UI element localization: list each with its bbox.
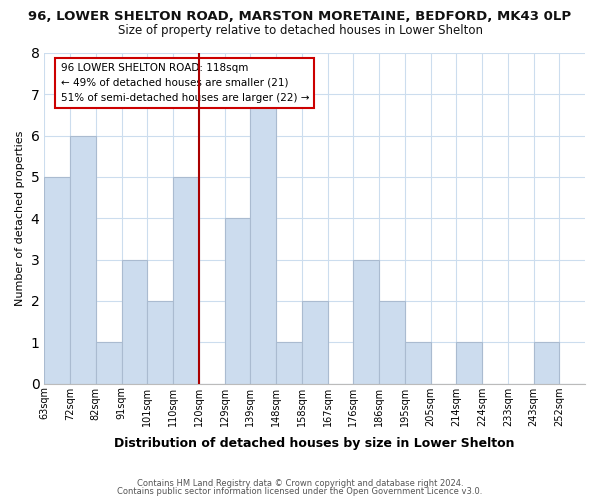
- Text: 96 LOWER SHELTON ROAD: 118sqm
← 49% of detached houses are smaller (21)
51% of s: 96 LOWER SHELTON ROAD: 118sqm ← 49% of d…: [61, 63, 309, 102]
- Bar: [250, 94, 276, 384]
- Bar: [533, 342, 559, 384]
- Bar: [122, 260, 147, 384]
- Bar: [96, 342, 122, 384]
- Bar: [405, 342, 431, 384]
- Bar: [302, 301, 328, 384]
- Bar: [456, 342, 482, 384]
- Bar: [44, 177, 70, 384]
- Bar: [276, 342, 302, 384]
- Bar: [224, 218, 250, 384]
- Bar: [70, 136, 96, 384]
- Text: Contains public sector information licensed under the Open Government Licence v3: Contains public sector information licen…: [118, 487, 482, 496]
- Bar: [379, 301, 405, 384]
- Text: 96, LOWER SHELTON ROAD, MARSTON MORETAINE, BEDFORD, MK43 0LP: 96, LOWER SHELTON ROAD, MARSTON MORETAIN…: [28, 10, 572, 23]
- Text: Size of property relative to detached houses in Lower Shelton: Size of property relative to detached ho…: [118, 24, 482, 37]
- Bar: [147, 301, 173, 384]
- Bar: [353, 260, 379, 384]
- Text: Contains HM Land Registry data © Crown copyright and database right 2024.: Contains HM Land Registry data © Crown c…: [137, 478, 463, 488]
- X-axis label: Distribution of detached houses by size in Lower Shelton: Distribution of detached houses by size …: [115, 437, 515, 450]
- Y-axis label: Number of detached properties: Number of detached properties: [15, 130, 25, 306]
- Bar: [173, 177, 199, 384]
